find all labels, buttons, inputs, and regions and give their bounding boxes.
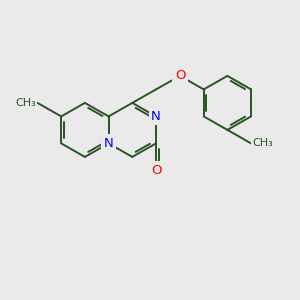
Text: CH₃: CH₃ — [15, 98, 36, 108]
Text: O: O — [175, 69, 185, 82]
Text: O: O — [151, 164, 161, 177]
Text: CH₃: CH₃ — [253, 138, 273, 148]
Text: N: N — [104, 137, 113, 150]
Text: N: N — [151, 110, 161, 123]
